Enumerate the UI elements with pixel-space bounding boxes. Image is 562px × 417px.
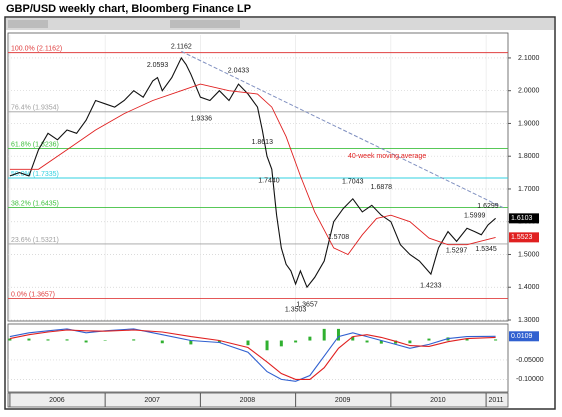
last-value-box [509,232,539,243]
price-annotation: 1.6299 [477,203,499,210]
price-annotation: 1.5708 [328,234,350,241]
histogram-bar [427,338,431,341]
price-annotation: 2.0433 [228,67,250,74]
histogram-bar [365,340,369,343]
histogram-bar [294,340,298,343]
histogram-bar [394,340,398,344]
last-value-label: 0.0109 [511,333,533,340]
y-tick-label: 1.8000 [518,153,540,160]
fib-level-label: 0.0% (1.3657) [11,291,55,298]
last-value-label: 1.5523 [511,234,533,241]
y-tick-label: 1.7000 [518,186,540,193]
fib-level-label: 38.2% (1.6435) [11,200,59,207]
price-annotation: 1.8613 [252,139,274,146]
histogram-bar [46,339,50,341]
histogram-bar [379,340,383,344]
toolbar-field [8,20,48,28]
macd-panel [7,323,509,393]
histogram-bar [308,336,312,341]
histogram-bar [189,340,193,345]
x-tick-label: 2008 [240,397,256,404]
price-annotation: 1.3657 [296,301,318,308]
y-tick-label: 2.1000 [518,55,540,62]
histogram-bar [408,340,412,344]
price-line [9,56,496,289]
price-annotation: 1.5999 [464,213,486,220]
y-tick-label: -0.10000 [516,376,544,383]
price-annotation: 2.0593 [147,62,169,69]
toolbar-field [170,20,240,28]
y-tick-label: 1.9000 [518,120,540,127]
price-annotation: 1.6878 [371,184,393,191]
last-value-box [509,331,539,342]
price-annotation: 1.3503 [285,306,307,313]
histogram-bar [84,340,88,343]
histogram-bar [279,340,283,347]
histogram-bar [494,339,498,341]
x-tick-label: 2011 [488,397,503,404]
histogram-bar [65,339,69,341]
price-annotation: 1.9336 [191,115,213,122]
histogram-bar [322,328,326,341]
price-annotation: 1.7440 [258,177,280,184]
price-panel [7,32,509,322]
last-value-box [509,213,539,224]
histogram-bar [351,336,355,341]
histogram-bar [160,340,164,344]
price-annotation: 1.5297 [446,248,468,255]
fib-level-label: 50.0% (1.7335) [11,171,59,178]
last-value-label: 1.6103 [511,215,533,222]
fib-level-label: 61.8% (1.8236) [11,141,59,148]
histogram-bar [27,338,31,341]
histogram-bar [336,328,340,341]
histogram-bar [265,340,269,351]
signal-line [9,329,496,380]
chart-title: GBP/USD weekly chart, Bloomberg Finance … [6,3,251,15]
x-axis [7,392,509,408]
x-tick-label: 2010 [430,397,446,404]
y-tick-label: 1.5000 [518,251,540,258]
y-tick-label: 2.0000 [518,88,540,95]
price-annotation: 2.1162 [171,43,192,50]
y-tick-label: 1.4000 [518,284,540,291]
histogram-bar [132,339,136,341]
x-tick-label: 2009 [335,397,351,404]
histogram-bar [246,340,250,346]
histogram-bar [8,338,12,341]
fib-level-label: 23.6% (1.5321) [11,237,59,244]
moving-average-line [9,83,496,256]
histogram-bar [465,338,469,341]
y-tick-label: -0.05000 [516,357,544,364]
price-annotation: 1.5345 [475,246,497,253]
price-annotation: 1.7043 [342,178,364,185]
y-tick-label: 1.3000 [518,317,540,324]
histogram-bar [103,340,107,341]
toolbar [6,18,554,30]
moving-average-label: 40-week moving average [348,153,426,160]
x-tick-label: 2007 [144,397,160,404]
histogram-bar [217,340,221,343]
macd-line [9,328,496,382]
fib-level-label: 76.4% (1.9354) [11,105,59,112]
fib-level-label: 100.0% (2.1162) [11,45,62,52]
price-annotation: 1.4233 [420,282,442,289]
x-tick-label: 2006 [49,397,65,404]
